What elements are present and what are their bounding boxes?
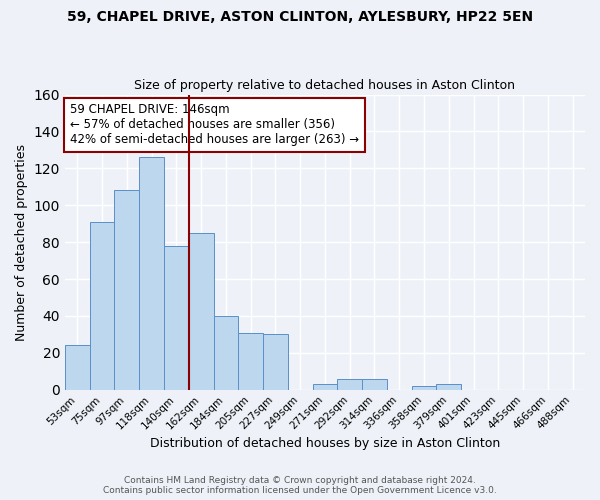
X-axis label: Distribution of detached houses by size in Aston Clinton: Distribution of detached houses by size … xyxy=(150,437,500,450)
Text: 59, CHAPEL DRIVE, ASTON CLINTON, AYLESBURY, HP22 5EN: 59, CHAPEL DRIVE, ASTON CLINTON, AYLESBU… xyxy=(67,10,533,24)
Y-axis label: Number of detached properties: Number of detached properties xyxy=(15,144,28,340)
Bar xyxy=(189,233,214,390)
Bar xyxy=(436,384,461,390)
Bar xyxy=(214,316,238,390)
Bar xyxy=(65,346,89,390)
Bar xyxy=(164,246,189,390)
Bar xyxy=(337,378,362,390)
Text: Contains HM Land Registry data © Crown copyright and database right 2024.
Contai: Contains HM Land Registry data © Crown c… xyxy=(103,476,497,495)
Bar xyxy=(238,332,263,390)
Bar xyxy=(115,190,139,390)
Bar xyxy=(263,334,288,390)
Bar xyxy=(362,378,387,390)
Text: 59 CHAPEL DRIVE: 146sqm
← 57% of detached houses are smaller (356)
42% of semi-d: 59 CHAPEL DRIVE: 146sqm ← 57% of detache… xyxy=(70,104,359,146)
Bar xyxy=(89,222,115,390)
Bar xyxy=(139,158,164,390)
Title: Size of property relative to detached houses in Aston Clinton: Size of property relative to detached ho… xyxy=(134,79,515,92)
Bar xyxy=(313,384,337,390)
Bar xyxy=(412,386,436,390)
